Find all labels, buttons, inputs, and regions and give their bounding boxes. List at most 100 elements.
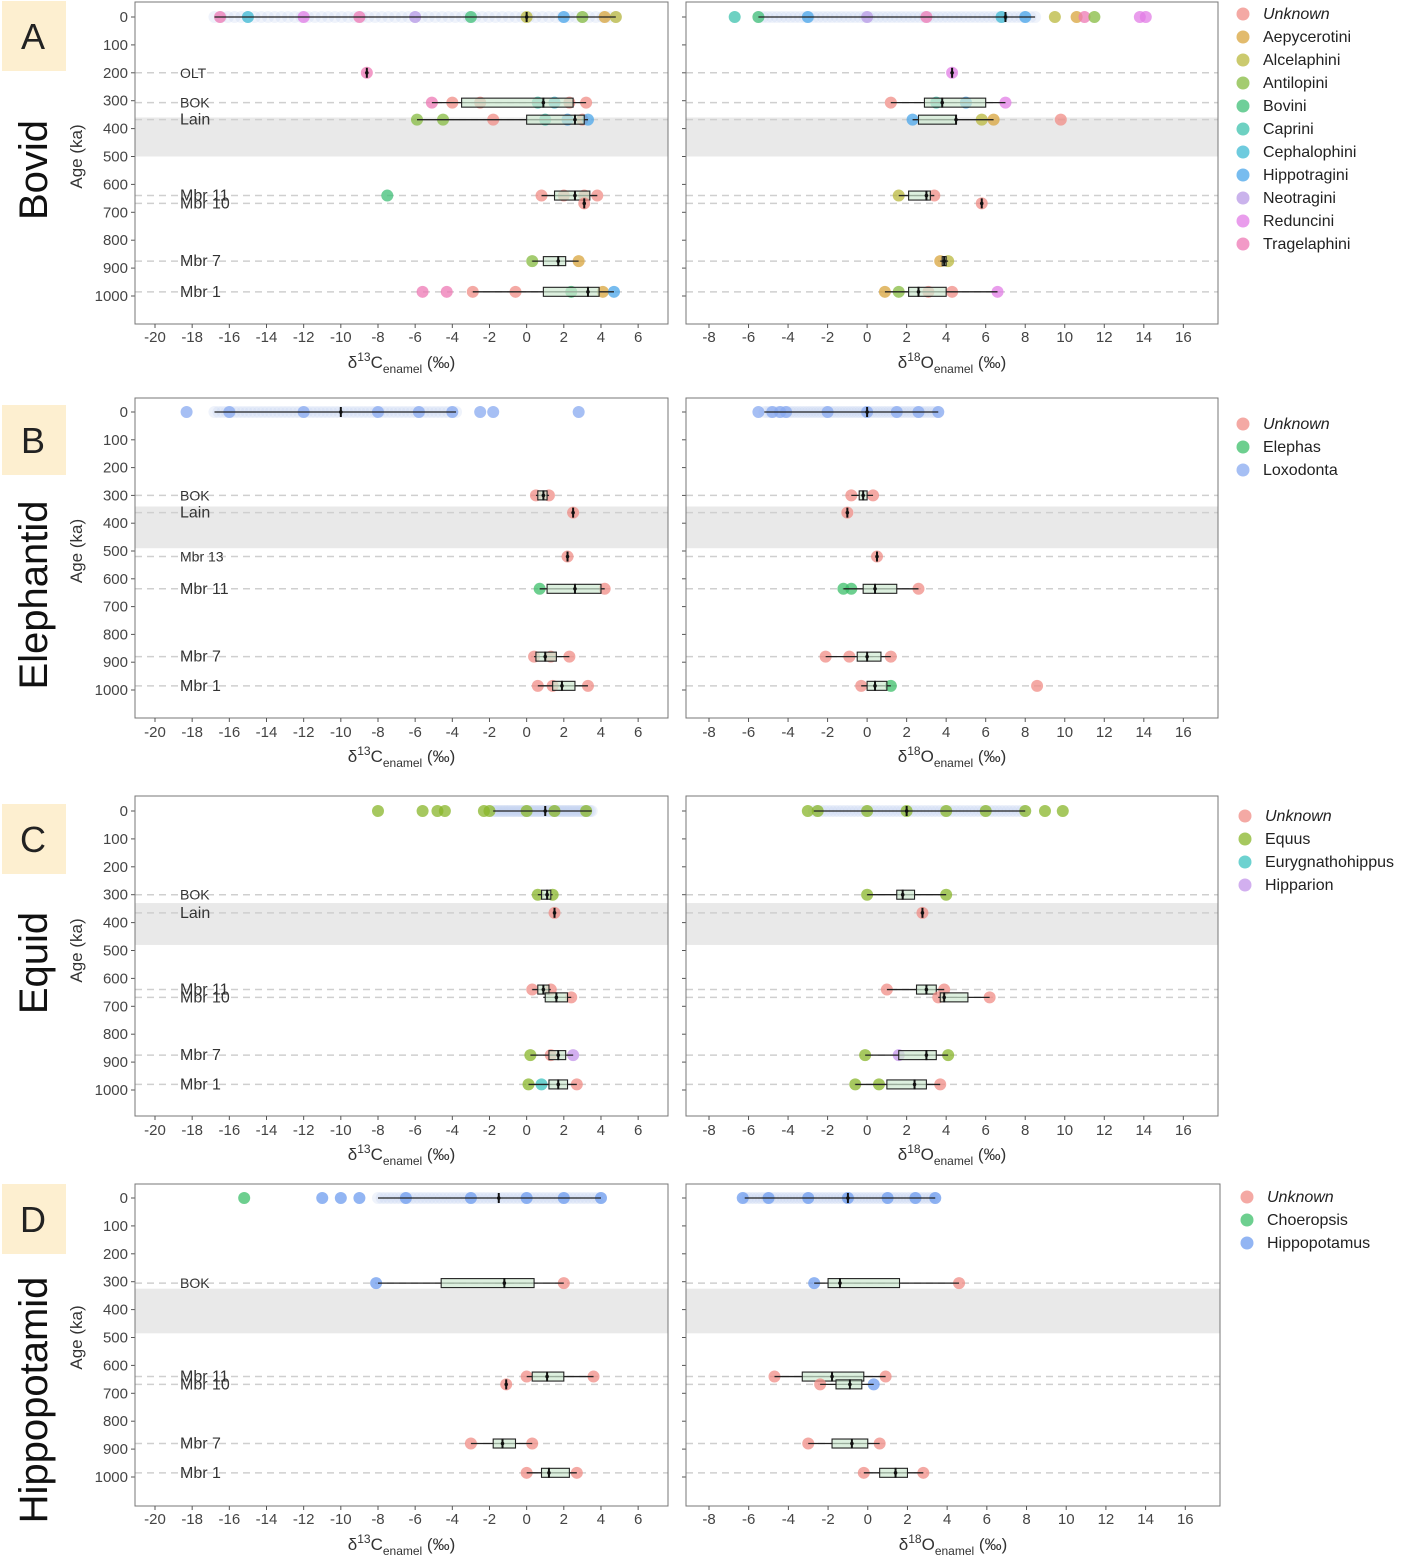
shaded-band xyxy=(686,903,1218,945)
y-tick-label: 800 xyxy=(103,232,128,249)
x-tick-label: 4 xyxy=(942,1122,950,1139)
x-tick-label: 2 xyxy=(560,1511,568,1528)
x-tick-label: -8 xyxy=(371,724,384,741)
data-point xyxy=(353,1192,366,1204)
data-point xyxy=(1031,679,1044,692)
median-dot xyxy=(865,410,869,414)
x-tick-label: -20 xyxy=(144,724,166,741)
y-tick-label: 100 xyxy=(103,1218,128,1235)
box xyxy=(552,680,576,691)
y-tick-label: 600 xyxy=(103,571,128,588)
plot-frame xyxy=(685,1183,1221,1507)
legend-swatch xyxy=(1236,191,1250,205)
oxygen-plot: -8 -6 -4 -2 0 2 4 6 8 10 12 14 16 δ18Oenamel (‰) xyxy=(685,1183,1221,1558)
median-dot xyxy=(942,995,946,1000)
median-dot xyxy=(586,290,590,294)
x-tick-label: -4 xyxy=(782,1511,795,1528)
median-dot xyxy=(830,1374,834,1379)
x-tick-label: 14 xyxy=(1135,724,1152,741)
x-axis-title: δ18Oenamel (‰) xyxy=(898,1142,1006,1168)
x-tick-label: 16 xyxy=(1175,329,1192,346)
group-label: Hippopotamid xyxy=(12,1277,56,1524)
x-tick-label: -2 xyxy=(821,724,834,741)
x-tick-label: 6 xyxy=(634,1511,642,1528)
y-tick-label: 1000 xyxy=(95,1082,128,1099)
x-tick-label: -6 xyxy=(408,1511,421,1528)
horizon-label: Mbr 1 xyxy=(180,1465,221,1482)
median-dot xyxy=(873,684,877,688)
box xyxy=(827,1278,901,1289)
plot-frame xyxy=(134,397,669,719)
y-tick-label: 300 xyxy=(103,93,128,110)
box xyxy=(908,190,931,201)
x-tick-label: -2 xyxy=(483,724,496,741)
x-tick-label: -8 xyxy=(702,1511,715,1528)
median-dot xyxy=(1003,15,1008,19)
legend-label: Loxodonta xyxy=(1263,462,1338,479)
box xyxy=(831,1438,869,1449)
group-label: Equid xyxy=(12,912,56,1014)
y-tick-label: 400 xyxy=(103,1302,128,1319)
y-tick-label: 700 xyxy=(103,599,128,616)
x-tick-label: 4 xyxy=(943,1511,951,1528)
panel-letter-badge xyxy=(2,1184,66,1254)
x-tick-label: 14 xyxy=(1135,1122,1152,1139)
y-tick-label: 200 xyxy=(103,1246,128,1263)
legend-label: Unknown xyxy=(1263,416,1330,433)
x-tick-label: -6 xyxy=(408,724,421,741)
legend-swatch xyxy=(1236,99,1250,113)
data-point xyxy=(416,805,429,817)
x-tick-label: 16 xyxy=(1175,1122,1192,1139)
data-point xyxy=(440,285,453,298)
plot-frame xyxy=(685,1,1219,325)
x-tick-label: 6 xyxy=(634,724,642,741)
box xyxy=(866,680,888,691)
x-tick-label: 12 xyxy=(1096,724,1113,741)
legend-swatch xyxy=(1240,1236,1254,1250)
median-dot xyxy=(556,1053,561,1057)
legend-swatch xyxy=(1236,53,1250,67)
legend-label: Tragelaphini xyxy=(1263,236,1350,253)
x-tick-label: 4 xyxy=(597,1122,605,1139)
panel-letter-badge xyxy=(2,1,66,71)
horizon-label: Mbr 10 xyxy=(180,989,230,1006)
y-tick-label: 300 xyxy=(103,887,128,904)
x-axis-title: δ13Cenamel (‰) xyxy=(348,1532,456,1558)
oxygen-plot: -8 -6 -4 -2 0 2 4 6 8 10 12 14 16 δ18Oenamel (‰) xyxy=(685,1,1219,376)
data-point xyxy=(801,805,814,817)
x-tick-label: 6 xyxy=(982,329,990,346)
plot-frame xyxy=(134,1183,669,1507)
carbon-plot: -20 -18 -16 -14 -12 -10 -8 -6 -4 -2 0 2 4 6δ13Cenamel… xyxy=(134,795,669,1168)
plot-frame xyxy=(685,795,1219,1117)
horizon-label: BOK xyxy=(180,95,210,111)
horizon-label: BOK xyxy=(180,887,210,903)
median-dot xyxy=(543,809,548,813)
horizon-label: BOK xyxy=(180,1275,210,1291)
median-dot xyxy=(924,987,929,992)
x-tick-label: -8 xyxy=(371,1511,384,1528)
x-tick-label: -20 xyxy=(144,1122,166,1139)
panel-letter-badge xyxy=(2,405,66,475)
panel-letter: B xyxy=(21,420,45,461)
x-tick-label: -4 xyxy=(446,1511,459,1528)
legend-label: Neotragini xyxy=(1263,190,1336,207)
median-dot xyxy=(365,71,369,75)
shaded-band xyxy=(135,1288,668,1334)
y-axis-title: Age (ka) xyxy=(67,1305,86,1369)
x-tick-label: -16 xyxy=(218,1511,240,1528)
carbon-plot: -20 -18 -16 -14 -12 -10 -8 -6 -4 -2 0 2 4 6δ13Cenamel… xyxy=(134,1,669,376)
data-point xyxy=(1088,11,1101,23)
legend-label: Reduncini xyxy=(1263,213,1334,230)
horizon-label: Mbr 10 xyxy=(180,1376,230,1393)
y-tick-label: 1000 xyxy=(95,1469,128,1486)
x-axis-title: δ13Cenamel (‰) xyxy=(348,744,456,770)
x-tick-label: 0 xyxy=(522,724,530,741)
median-dot xyxy=(848,1382,852,1387)
y-tick-label: 800 xyxy=(103,626,128,643)
box xyxy=(886,1079,927,1090)
data-point xyxy=(316,1192,329,1204)
median-dot xyxy=(893,1471,898,1475)
x-tick-label: -2 xyxy=(821,1122,834,1139)
data-point xyxy=(1038,805,1051,817)
carbon-plot: -20 -18 -16 -14 -12 -10 -8 -6 -4 -2 0 2 4 6δ13Cenamel… xyxy=(134,397,669,770)
